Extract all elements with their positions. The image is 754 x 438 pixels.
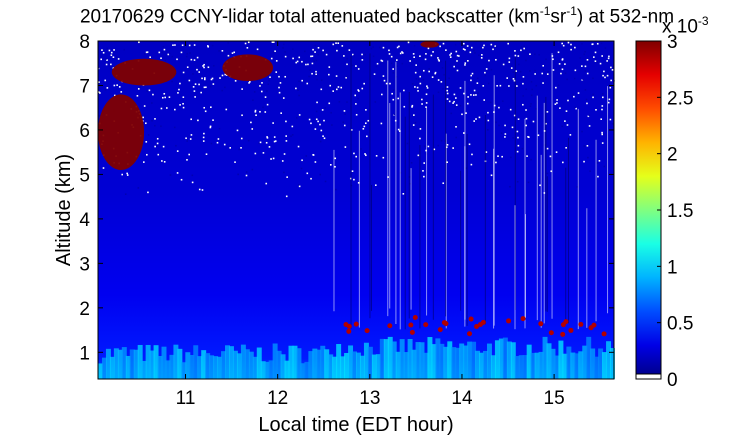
x-tick-label: 12 [267,388,288,409]
y-axis-label: Altitude (km) [53,154,75,266]
plot-frame [97,40,615,380]
y-tick-label: 3 [79,254,90,275]
cloud-8km [420,41,439,48]
colorbar-tick-label: 1.5 [667,201,693,222]
x-tick-label: 11 [176,388,196,409]
y-tick-label: 1 [79,343,90,364]
colorbar-exponent: x 10-3 [662,14,709,38]
colorbar-tick-label: 3 [667,32,678,53]
y-tick-label: 4 [79,210,90,231]
colorbar-tick-label: 0 [667,370,678,391]
x-tick-label: 14 [451,388,473,409]
chart-title: 20170629 CCNY-lidar total attenuated bac… [79,4,675,28]
surface-layer [98,336,615,379]
y-tick-label: 7 [79,76,90,97]
y-tick-label: 6 [79,121,90,142]
colorbar-tick-label: 0.5 [667,314,693,335]
precip-streaks [333,53,609,330]
colorbar-min-swatch [635,373,662,380]
x-tick-label: 15 [544,388,565,409]
colorbar-tick-label: 2 [667,145,678,166]
backscatter-field [98,41,614,379]
x-axis-label: Local time (EDT hour) [258,414,453,436]
cloud-7.5km-left [111,58,177,86]
y-tick-label: 5 [79,165,90,186]
y-tick-label: 2 [79,299,90,320]
colorbar-tick-label: 1 [667,257,678,278]
boundary-layer-top [343,315,607,337]
y-tick-label: 8 [79,32,90,53]
x-tick-label: 13 [359,388,380,409]
colorbar-tick-label: 2.5 [667,88,693,109]
cloud-6km [98,94,145,170]
cloud-7.3km-mid [222,54,274,82]
